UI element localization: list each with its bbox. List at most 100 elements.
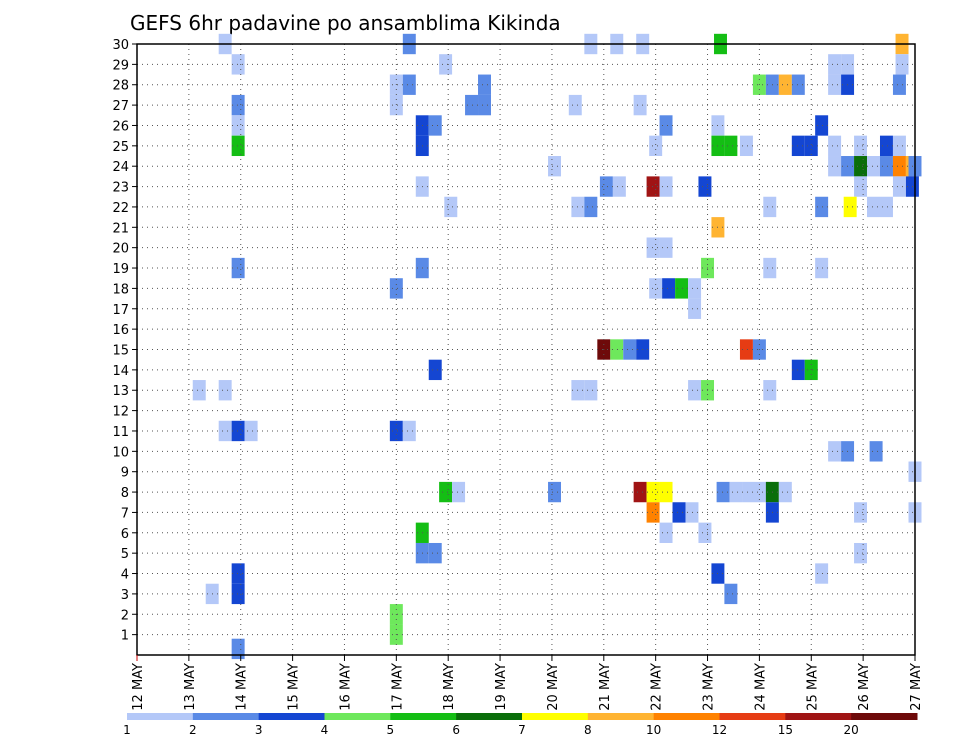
y-tick-label: 5	[121, 547, 129, 562]
colorbar-label: 2	[189, 723, 197, 737]
y-tick-label: 22	[112, 201, 129, 216]
x-tick-label: 27 MAY	[909, 663, 924, 711]
heatmap-cell	[879, 196, 893, 218]
colorbar-label: 1	[123, 723, 131, 737]
heatmap-cell	[646, 502, 660, 523]
heatmap-cell	[892, 156, 906, 177]
heatmap-cell	[791, 359, 805, 381]
colorbar-segment	[258, 713, 325, 720]
heatmap-cell	[854, 135, 868, 157]
heatmap-cell	[778, 74, 792, 95]
y-tick-label: 29	[112, 58, 129, 73]
y-tick-label: 15	[112, 344, 129, 359]
x-tick-label: 22 MAY	[650, 663, 665, 711]
heatmap-cell	[389, 278, 403, 299]
heatmap-cell	[828, 135, 842, 157]
heatmap-cell	[698, 522, 712, 543]
y-tick-label: 11	[112, 425, 129, 440]
heatmap-cell	[548, 481, 562, 503]
heatmap-cell	[685, 502, 699, 523]
heatmap-cell	[612, 176, 626, 197]
x-tick-label: 20 MAY	[546, 663, 561, 711]
y-tick-label: 23	[112, 181, 129, 196]
colorbar-segment	[127, 713, 194, 720]
heatmap-cell	[791, 74, 805, 95]
heatmap-cell	[218, 380, 232, 401]
heatmap-cell	[716, 481, 730, 503]
heatmap-cell	[763, 257, 777, 279]
heatmap-cell	[755, 481, 769, 503]
heatmap-cell	[879, 135, 893, 157]
colorbar-segment	[851, 713, 918, 720]
heatmap-cell	[548, 156, 562, 177]
heatmap-cell	[659, 115, 673, 136]
heatmap-cell	[675, 278, 689, 299]
y-tick-label: 8	[121, 486, 129, 501]
x-tick-label: 24 MAY	[753, 663, 768, 711]
heatmap-cell	[739, 135, 753, 157]
colorbar-label: 12	[712, 723, 727, 737]
heatmap-cell	[649, 135, 663, 157]
x-tick-label: 25 MAY	[805, 663, 820, 711]
heatmap-cell	[698, 176, 712, 197]
heatmap-cell	[584, 380, 598, 401]
heatmap-cell	[402, 74, 416, 95]
heatmap-cell	[659, 522, 673, 543]
y-tick-label: 1	[121, 629, 129, 644]
y-tick-label: 10	[112, 445, 129, 460]
heatmap-cell	[659, 237, 673, 258]
heatmap-cell	[646, 481, 660, 503]
heatmap-cell	[231, 638, 245, 660]
colorbar-segment	[653, 713, 720, 720]
heatmap-cell	[231, 94, 245, 116]
heatmap-cell	[231, 115, 245, 136]
y-tick-label: 4	[121, 568, 129, 583]
heatmap-cell	[778, 481, 792, 503]
heatmap-cell	[815, 196, 829, 218]
heatmap-cells	[192, 33, 922, 660]
heatmap-cell	[428, 542, 442, 564]
heatmap-cell	[659, 176, 673, 197]
y-tick-label: 14	[112, 364, 129, 379]
heatmap-cell	[688, 278, 702, 299]
heatmap-cell	[892, 74, 906, 95]
colorbar-segment	[192, 713, 260, 720]
heatmap-cell	[729, 481, 743, 503]
heatmap-cell	[244, 420, 258, 442]
heatmap-cell	[854, 176, 868, 197]
colorbar-segment	[456, 713, 523, 720]
colorbar-label: 8	[584, 723, 592, 737]
heatmap-cell	[815, 563, 829, 584]
heatmap-cell	[724, 135, 738, 157]
heatmap-cell	[231, 135, 245, 157]
heatmap-cell	[828, 156, 842, 177]
y-tick-label: 28	[112, 79, 129, 94]
heatmap-cell	[633, 481, 647, 503]
heatmap-cell	[688, 298, 702, 319]
y-tick-label: 13	[112, 384, 129, 399]
heatmap-cell	[623, 339, 637, 360]
heatmap-cell	[867, 196, 880, 218]
colorbar-label: 20	[844, 723, 859, 737]
heatmap-cell	[867, 156, 880, 177]
heatmap-cell	[231, 257, 245, 279]
colorbar: 1 2 3 4 5 6 7 8 10 12 15 20	[123, 713, 918, 737]
heatmap-cell	[584, 196, 598, 218]
colorbar-label: 15	[778, 723, 793, 737]
colorbar-segment	[522, 713, 589, 720]
heatmap-cell	[646, 237, 660, 258]
heatmap-cell	[869, 441, 883, 462]
x-tick-label: 21 MAY	[598, 663, 613, 711]
x-tick-label: 15 MAY	[287, 663, 302, 711]
heatmap-cell	[389, 94, 403, 116]
colorbar-label: 7	[518, 723, 526, 737]
y-tick-label: 30	[112, 38, 129, 53]
colorbar-segment	[785, 713, 852, 720]
y-tick-label: 25	[112, 140, 129, 155]
heatmap-cell	[599, 176, 613, 197]
heatmap-cell	[854, 156, 868, 177]
heatmap-cell	[662, 278, 676, 299]
colorbar-segment	[587, 713, 655, 720]
heatmap-cell	[892, 135, 906, 157]
